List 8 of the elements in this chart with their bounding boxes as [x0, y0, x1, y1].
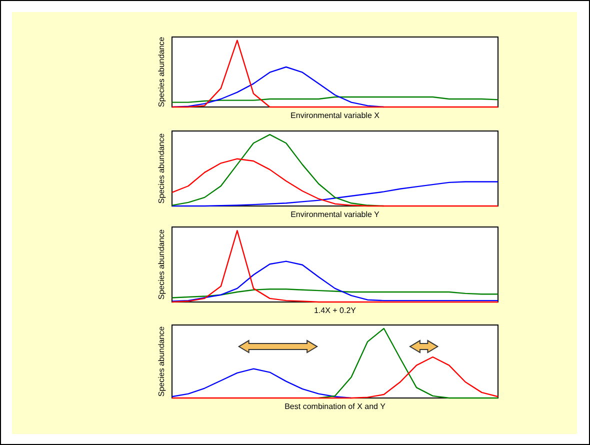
x-axis-title: Environmental variable X: [290, 111, 380, 120]
x-axis-title: Environmental variable Y: [290, 210, 380, 219]
x-axis-title: Best combination of X and Y: [284, 402, 386, 411]
y-axis-title: Species abundance: [157, 36, 166, 108]
y-axis-title: Species abundance: [157, 228, 166, 300]
x-axis-title: 1.4X + 0.2Y: [314, 306, 357, 315]
y-axis-title: Species abundance: [157, 132, 166, 204]
y-axis-title: Species abundance: [157, 326, 166, 397]
